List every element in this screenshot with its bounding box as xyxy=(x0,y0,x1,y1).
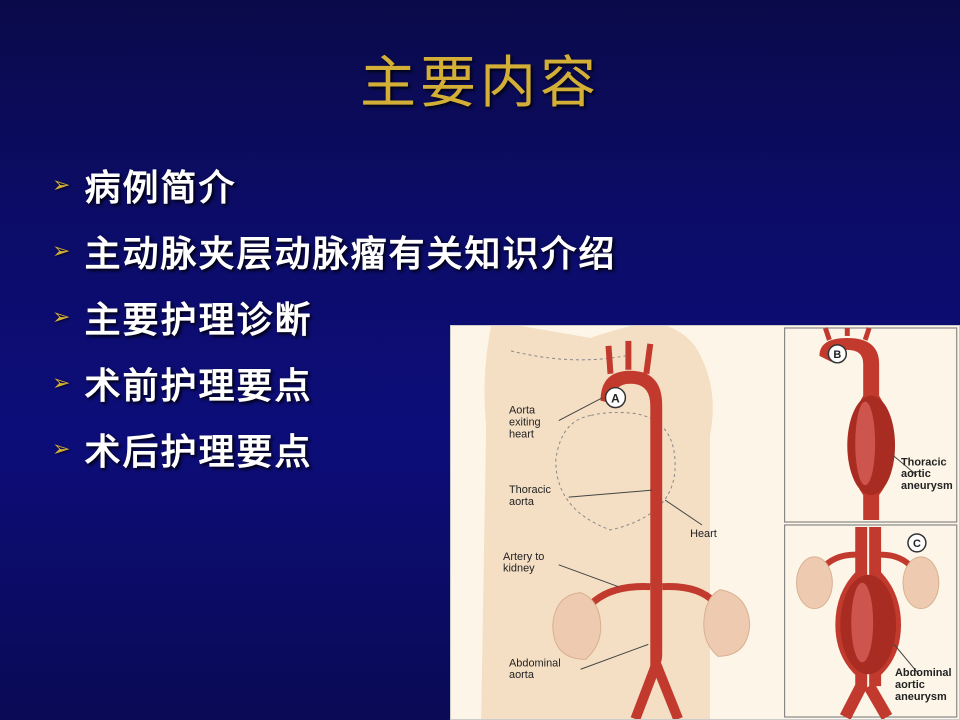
panel-marker-c: C xyxy=(913,538,921,550)
chevron-right-icon: ➢ xyxy=(52,370,70,396)
panel-c: C Abdominal aortic aneurysm xyxy=(785,525,957,717)
svg-text:aneurysm: aneurysm xyxy=(895,691,947,703)
bullet-text: 主要护理诊断 xyxy=(84,291,312,343)
svg-text:aorta: aorta xyxy=(509,496,535,508)
svg-text:kidney: kidney xyxy=(503,563,535,575)
bullet-text: 病例简介 xyxy=(84,159,236,211)
slide-title: 主要内容 xyxy=(0,0,960,119)
anatomy-diagram: A Aorta exiting heart Thoracic aorta Hea… xyxy=(450,325,960,720)
label-abdominal-aorta: Abdominal xyxy=(509,657,561,669)
svg-text:exiting: exiting xyxy=(509,416,541,428)
panel-a: A Aorta exiting heart Thoracic aorta Hea… xyxy=(481,326,750,719)
panel-marker-a: A xyxy=(611,392,620,406)
bullet-text: 术后护理要点 xyxy=(84,423,312,475)
label-thoracic-aneurysm: Thoracic xyxy=(901,456,947,468)
panel-b: B Thoracic aortic aneurysm xyxy=(785,328,957,522)
label-aorta-exiting: Aorta xyxy=(509,405,536,417)
chevron-right-icon: ➢ xyxy=(52,304,70,330)
label-thoracic-aorta: Thoracic xyxy=(509,484,551,496)
panel-marker-b: B xyxy=(833,349,841,361)
anatomy-svg: A Aorta exiting heart Thoracic aorta Hea… xyxy=(451,326,959,719)
bullet-text: 术前护理要点 xyxy=(84,357,312,409)
label-heart: Heart xyxy=(690,528,717,540)
svg-text:aorta: aorta xyxy=(509,669,535,681)
chevron-right-icon: ➢ xyxy=(52,436,70,462)
svg-text:aortic: aortic xyxy=(901,468,931,480)
chevron-right-icon: ➢ xyxy=(52,238,70,264)
label-abdominal-aneurysm: Abdominal xyxy=(895,667,952,679)
svg-text:heart: heart xyxy=(509,428,534,440)
list-item: ➢ 主动脉夹层动脉瘤有关知识介绍 xyxy=(52,225,960,277)
label-artery-kidney: Artery to xyxy=(503,551,544,563)
svg-text:aneurysm: aneurysm xyxy=(901,480,953,492)
chevron-right-icon: ➢ xyxy=(52,172,70,198)
svg-text:aortic: aortic xyxy=(895,679,925,691)
bullet-text: 主动脉夹层动脉瘤有关知识介绍 xyxy=(84,225,616,277)
list-item: ➢ 病例简介 xyxy=(52,159,960,211)
